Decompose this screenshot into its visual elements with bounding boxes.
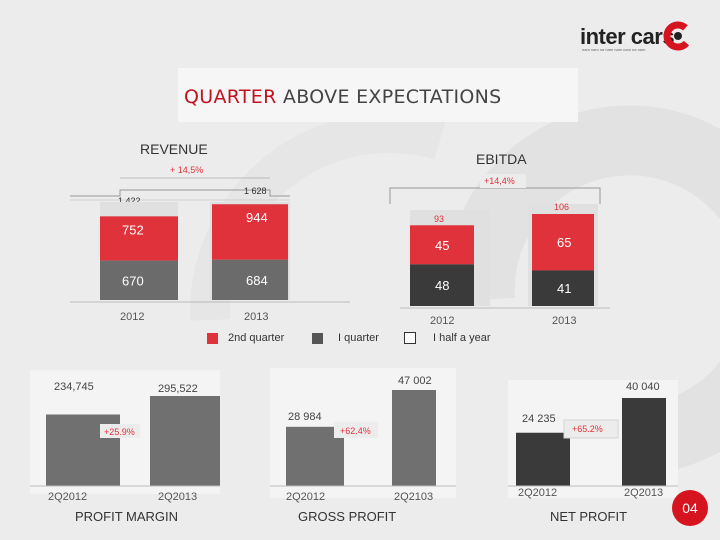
ebitda-value-2012-q1: 48 — [435, 278, 449, 293]
profit-margin-growth: +25.9% — [104, 427, 135, 437]
revenue-bar-2013-q2 — [212, 204, 288, 260]
net-profit-bar-2013 — [622, 398, 666, 486]
net-profit-chart: 24 235 40 040 +65.2% 2Q2012 2Q2013 — [508, 380, 678, 499]
ebitda-value-2013-q2: 65 — [557, 235, 571, 250]
gross-profit-chart: 28 984 47 002 +62.4% 2Q2012 2Q2103 — [270, 368, 456, 503]
revenue-value-2012-q2: 752 — [122, 222, 144, 237]
title-rest: ABOVE EXPECTATIONS — [276, 86, 502, 108]
ebitda-bar-2013-q1 — [532, 270, 594, 306]
page-number-badge: 04 — [672, 490, 708, 526]
legend-half: I half a year — [433, 332, 491, 344]
profit-margin-value-2013: 295,522 — [158, 383, 198, 395]
ebitda-year-2013: 2013 — [552, 315, 576, 327]
logo-c-icon — [663, 21, 693, 51]
net-profit-value-2012: 24 235 — [522, 413, 556, 425]
revenue-bar-2013-q1 — [212, 259, 288, 300]
revenue-label: REVENUE — [140, 141, 208, 157]
ebitda-growth: +14,4% — [484, 176, 515, 186]
revenue-value-2013-q2: 944 — [246, 210, 268, 225]
ebitda-bar-2013-q2 — [532, 214, 594, 271]
net-profit-value-2013: 40 040 — [626, 381, 660, 393]
profit-margin-label: PROFIT MARGIN — [75, 509, 179, 524]
net-profit-bar-2012 — [516, 432, 570, 486]
ebitda-bar-2012-q1 — [410, 264, 474, 306]
ebitda-year-2012: 2012 — [430, 315, 454, 327]
net-profit-growth: +65.2% — [572, 424, 603, 434]
ebitda-value-2013-q1: 41 — [557, 281, 571, 296]
legend-swatch-half — [404, 332, 416, 344]
profit-margin-chart: 234,745 295,522 +25.9% 2Q2012 2Q2013 — [30, 370, 220, 503]
ebitda-bar-2012-q2 — [410, 225, 474, 265]
profit-margin-category-2013: 2Q2013 — [158, 491, 197, 503]
gross-profit-bar-2013 — [392, 390, 436, 486]
ebitda-value-2012-q2: 45 — [435, 238, 449, 253]
profit-margin-bar-2013 — [150, 396, 220, 486]
profit-margin-category-2012: 2Q2012 — [48, 491, 87, 503]
revenue-bar-2012-q2 — [100, 216, 178, 261]
revenue-year-2013: 2013 — [244, 311, 268, 323]
ebitda-total-2013: 106 — [554, 202, 569, 212]
ebitda-total-2012: 93 — [434, 214, 444, 224]
ebitda-chart: +14,4% 93 106 45 48 65 41 2012 2013 — [389, 174, 610, 327]
page-title: QUARTER ABOVE EXPECTATIONS — [184, 86, 502, 108]
gross-profit-label: GROSS PROFIT — [298, 509, 397, 524]
gross-profit-category-2013: 2Q2103 — [394, 491, 433, 503]
company-logo: inter cars — [580, 24, 675, 49]
gross-profit-value-2013: 47 002 — [398, 375, 432, 387]
profit-margin-value-2012: 234,745 — [54, 381, 94, 393]
revenue-growth: + 14,5% — [170, 165, 203, 175]
revenue-year-2012: 2012 — [120, 311, 144, 323]
legend-q2: 2nd quarter — [228, 332, 285, 344]
title-band — [178, 68, 578, 122]
net-profit-category-2012: 2Q2012 — [518, 487, 557, 499]
gross-profit-value-2012: 28 984 — [288, 411, 322, 423]
gross-profit-growth: +62.4% — [340, 426, 371, 436]
revenue-total-2012: 1 422 — [118, 196, 141, 206]
gross-profit-category-2012: 2Q2012 — [286, 491, 325, 503]
revenue-value-2012-q1: 670 — [122, 273, 144, 288]
title-highlight: QUARTER — [184, 86, 277, 108]
net-profit-category-2013: 2Q2013 — [624, 487, 663, 499]
legend-swatch-q2 — [207, 333, 218, 344]
logo-tagline: nam nam na nam nam nam na nam — [582, 47, 646, 52]
revenue-total-2013: 1 628 — [244, 186, 267, 196]
revenue-chart: + 14,5% 1 422 1 628 752 670 944 684 2012… — [70, 165, 350, 323]
net-profit-label: NET PROFIT — [550, 509, 628, 524]
legend-swatch-q1 — [312, 333, 323, 344]
revenue-value-2013-q1: 684 — [246, 273, 268, 288]
revenue-bar-2012-q1 — [100, 260, 178, 300]
ebitda-label: EBITDA — [476, 151, 527, 167]
legend-q1: I quarter — [338, 332, 379, 344]
